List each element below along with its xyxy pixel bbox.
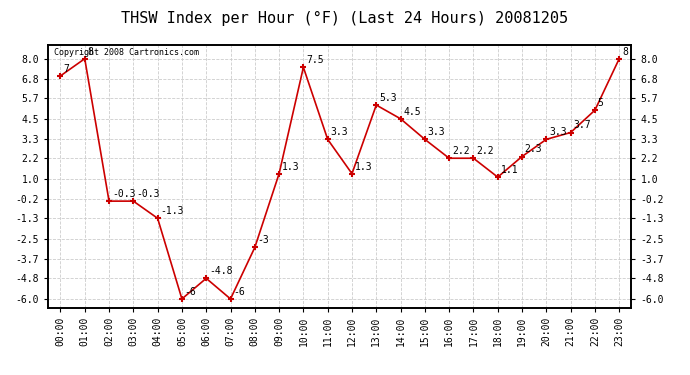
Text: Copyright 2008 Cartronics.com: Copyright 2008 Cartronics.com <box>54 48 199 57</box>
Text: 1.1: 1.1 <box>500 165 518 175</box>
Text: 3.3: 3.3 <box>549 127 566 137</box>
Text: 7: 7 <box>63 64 69 74</box>
Text: -6: -6 <box>185 287 197 297</box>
Text: 3.3: 3.3 <box>331 127 348 137</box>
Text: 8: 8 <box>88 46 93 57</box>
Text: 2.2: 2.2 <box>452 146 470 156</box>
Text: 2.2: 2.2 <box>476 146 494 156</box>
Text: 1.3: 1.3 <box>355 162 373 171</box>
Text: -4.8: -4.8 <box>209 266 233 276</box>
Text: THSW Index per Hour (°F) (Last 24 Hours) 20081205: THSW Index per Hour (°F) (Last 24 Hours)… <box>121 11 569 26</box>
Text: 5.3: 5.3 <box>379 93 397 103</box>
Text: 2.3: 2.3 <box>525 144 542 154</box>
Text: 8: 8 <box>622 46 628 57</box>
Text: -0.3: -0.3 <box>136 189 159 199</box>
Text: 1.3: 1.3 <box>282 162 299 171</box>
Text: 5: 5 <box>598 98 604 108</box>
Text: 7.5: 7.5 <box>306 55 324 65</box>
Text: 4.5: 4.5 <box>404 106 421 117</box>
Text: -1.3: -1.3 <box>160 206 184 216</box>
Text: -3: -3 <box>257 235 269 245</box>
Text: 3.7: 3.7 <box>573 120 591 130</box>
Text: -0.3: -0.3 <box>112 189 135 199</box>
Text: -6: -6 <box>233 287 245 297</box>
Text: 3.3: 3.3 <box>428 127 445 137</box>
